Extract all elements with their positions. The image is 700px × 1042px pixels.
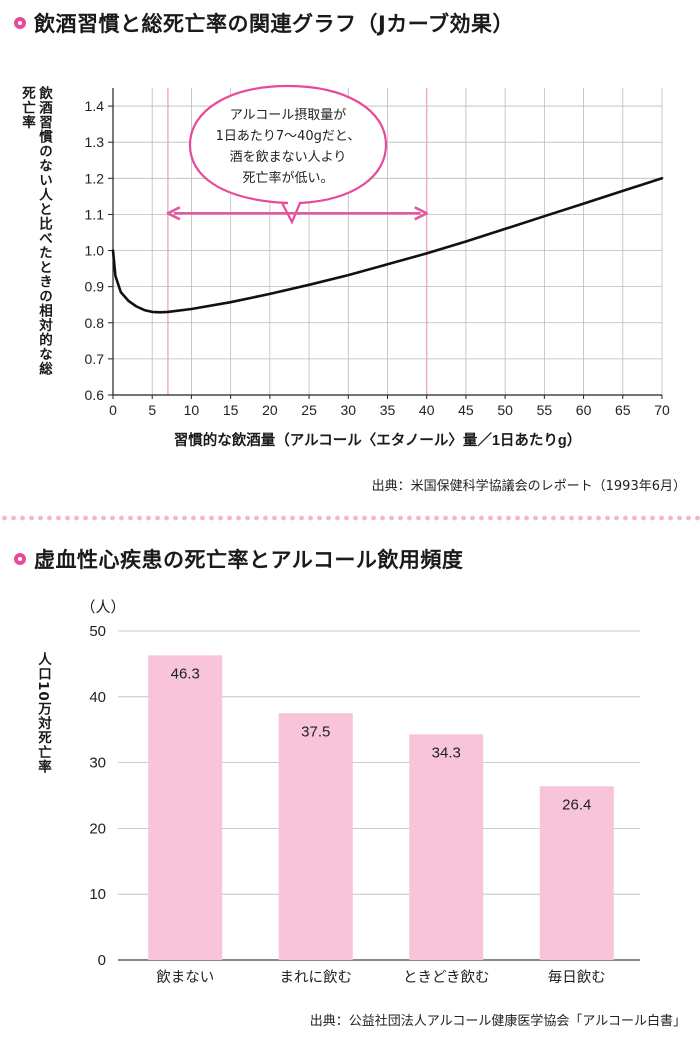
chart2-unit-label: （人） bbox=[80, 599, 125, 616]
bar bbox=[278, 713, 353, 960]
y-tick-label: 0 bbox=[98, 952, 106, 969]
chart2-source: 出典：公益社団法人アルコール健康医学協会「アルコール白書」 bbox=[309, 1014, 686, 1029]
y-tick-label: 0.8 bbox=[85, 315, 105, 331]
x-category-label: ときどき飲む bbox=[403, 969, 490, 986]
bar bbox=[148, 655, 223, 960]
callout-line-1: アルコール摂取量が bbox=[229, 108, 347, 123]
x-tick-label: 20 bbox=[262, 402, 278, 418]
x-category-label: 飲まない bbox=[156, 969, 214, 986]
y-tick-label: 50 bbox=[89, 623, 106, 640]
chart1-title-row: 飲酒習慣と総死亡率の関連グラフ（Jカーブ効果） bbox=[14, 8, 514, 38]
bar-value-label: 26.4 bbox=[562, 796, 591, 813]
chart1-y-axis-label: 飲酒習慣のない人と比べたときの相対的な総死亡率 bbox=[19, 86, 52, 376]
x-tick-label: 10 bbox=[184, 402, 200, 418]
y-tick-label: 30 bbox=[89, 755, 106, 772]
chart2-title: 虚血性心疾患の死亡率とアルコール飲用頻度 bbox=[34, 548, 464, 572]
chart1-plot: 0.6 0.7 0.8 0.9 1.0 1.1 1.2 1.3 1.4 0 5 10 15 20 25 30 3… bbox=[85, 84, 670, 449]
bullet-dot-icon bbox=[14, 553, 26, 565]
dotted-separator bbox=[0, 514, 700, 522]
chart1-source: 出典：米国保健科学協議会のレポート（1993年6月） bbox=[371, 479, 686, 494]
x-tick-label: 15 bbox=[223, 402, 239, 418]
y-tick-label: 40 bbox=[89, 689, 106, 706]
chart1-title: 飲酒習慣と総死亡率の関連グラフ（Jカーブ効果） bbox=[34, 12, 515, 36]
x-tick-label: 0 bbox=[109, 402, 117, 418]
arrow-left-head-icon bbox=[166, 206, 181, 221]
chart2-title-row: 虚血性心疾患の死亡率とアルコール飲用頻度 bbox=[14, 544, 463, 574]
x-tick-label: 5 bbox=[148, 402, 156, 418]
callout-bubble bbox=[188, 84, 388, 225]
y-tick-label: 1.1 bbox=[85, 206, 105, 222]
y-tick-label: 10 bbox=[89, 886, 106, 903]
j-curve-line bbox=[111, 177, 664, 314]
callout-line-2: 1日あたり7〜40gだと、 bbox=[215, 129, 361, 144]
y-tick-label: 0.9 bbox=[85, 279, 105, 295]
x-tick-label: 65 bbox=[615, 402, 631, 418]
x-tick-label: 55 bbox=[537, 402, 553, 418]
x-tick-label: 30 bbox=[340, 402, 356, 418]
callout-text: アルコール摂取量が 1日あたり7〜40gだと、 酒を飲まない人より 死亡率が低い… bbox=[190, 86, 386, 208]
y-tick-label: 0.6 bbox=[85, 387, 105, 403]
callout-line-4: 死亡率が低い。 bbox=[242, 171, 334, 186]
x-category-label: 毎日飲む bbox=[548, 969, 606, 986]
x-tick-label: 60 bbox=[576, 402, 592, 418]
bullet-dot-icon bbox=[14, 17, 26, 29]
x-tick-label: 25 bbox=[301, 402, 317, 418]
bar bbox=[409, 734, 484, 960]
arrow-right-head-icon bbox=[414, 206, 429, 221]
x-category-label: まれに飲む bbox=[280, 969, 353, 986]
x-tick-label: 40 bbox=[419, 402, 435, 418]
y-tick-label: 20 bbox=[89, 820, 106, 837]
chart2-y-axis-label: 人口10万対死亡率 bbox=[35, 652, 51, 775]
x-tick-label: 50 bbox=[497, 402, 513, 418]
x-tick-label: 70 bbox=[654, 402, 670, 418]
bar-value-label: 37.5 bbox=[301, 723, 330, 740]
y-tick-label: 1.2 bbox=[85, 170, 105, 186]
y-tick-label: 1.0 bbox=[85, 243, 105, 259]
y-tick-label: 1.4 bbox=[85, 98, 105, 114]
x-tick-label: 45 bbox=[458, 402, 474, 418]
bar-value-label: 34.3 bbox=[432, 744, 461, 761]
callout-line-3: 酒を飲まない人より bbox=[229, 150, 347, 165]
y-tick-label: 0.7 bbox=[85, 351, 105, 367]
chart1-x-axis-label: 習慣的な飲酒量（アルコール〈エタノール〉量／1日あたりg） bbox=[174, 431, 582, 449]
y-tick-label: 1.3 bbox=[85, 134, 105, 150]
bar-value-label: 46.3 bbox=[171, 665, 200, 682]
bar bbox=[539, 786, 614, 960]
chart2-plot: （人） 0 10 20 30 40 50 46.3 飲まない 37.5 まれに飲む 34.3 ときどき飲… bbox=[80, 599, 640, 986]
x-tick-label: 35 bbox=[380, 402, 396, 418]
